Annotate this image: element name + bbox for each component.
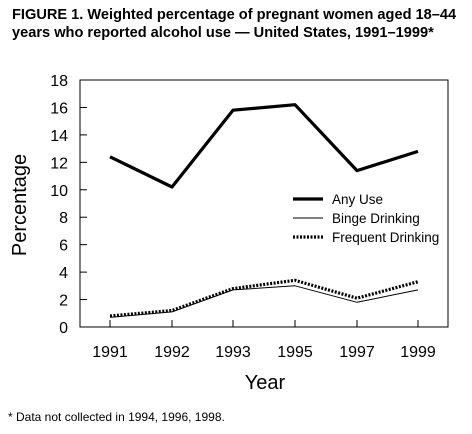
x-tick-label: 1999 [400,344,436,361]
chart-lines [109,103,419,318]
y-tick-label: 6 [59,238,68,255]
figure-title: FIGURE 1. Weighted percentage of pregnan… [12,7,457,41]
chart-axes [79,79,449,328]
chart-legend: Any Use Binge Drinking Frequent Drinking [293,192,439,245]
any-use-line [109,103,419,189]
y-tick-label: 0 [59,320,68,337]
y-tick-label: 2 [59,293,68,310]
legend-label-binge-drinking: Binge Drinking [332,211,420,226]
x-tick-label: 1997 [339,344,375,361]
y-axis-title: Percentage [9,154,31,256]
footnote: * Data not collected in 1994, 1996, 1998… [8,410,225,424]
y-tick-label: 4 [59,265,68,282]
legend-label-any-use: Any Use [332,192,383,207]
legend-label-frequent-drinking: Frequent Drinking [332,230,439,245]
y-tick-label: 18 [50,73,68,90]
y-tick-label: 16 [50,100,68,117]
binge-drinking-line [109,285,419,318]
y-tick-label: 8 [59,210,68,227]
x-tick-label: 1995 [277,344,313,361]
plot-frame [79,79,449,328]
frequent-drinking-line [109,278,419,318]
chart-ticks: 0 2 4 6 8 10 12 14 16 18 1991 1992 1993 1995 1997 1999 [50,73,436,361]
y-tick-label: 12 [50,155,68,172]
x-tick-label: 1993 [215,344,251,361]
y-tick-label: 10 [50,183,68,200]
x-axis-title: Year [245,372,286,394]
y-tick-label: 14 [50,128,68,145]
x-tick-label: 1992 [154,344,190,361]
x-tick-label: 1991 [92,344,128,361]
